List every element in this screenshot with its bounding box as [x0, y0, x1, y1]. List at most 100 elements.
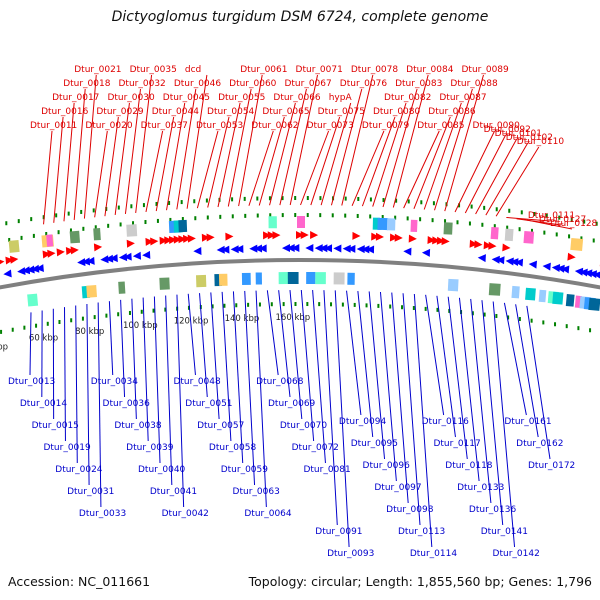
cog-category-box: [333, 272, 345, 285]
forward-label-leader: [63, 102, 75, 222]
reverse-gene-arrow: [3, 269, 12, 278]
reverse-gene-arrow: [477, 254, 486, 263]
tick-mark: [506, 225, 509, 230]
reverse-label-leader: [142, 297, 149, 442]
forward-gene-arrow: [65, 247, 75, 256]
forward-label-leader: [186, 74, 208, 209]
forward-gene-arrow: [488, 241, 497, 250]
reverse-gene-arrow: [193, 247, 202, 256]
reverse-gene-label: Dtur_0117: [433, 439, 480, 449]
forward-label-leader: [53, 116, 64, 223]
tick-mark: [545, 213, 548, 218]
cog-category-box: [347, 272, 355, 285]
cog-category-box: [118, 281, 126, 294]
reverse-label-leader: [470, 298, 492, 504]
tick-mark: [369, 197, 372, 202]
forward-gene-arrow: [178, 235, 187, 244]
tick-mark: [356, 213, 359, 218]
tick-mark: [206, 215, 209, 220]
tick-mark: [119, 222, 122, 227]
forward-label-leader: [73, 88, 86, 220]
tick-mark: [432, 201, 435, 206]
reverse-gene-label: Dtur_0072: [292, 443, 339, 453]
forward-gene-arrow: [70, 246, 79, 255]
forward-gene-label: Dtur_0092: [484, 125, 531, 135]
reverse-label-leader: [266, 290, 279, 376]
forward-label-leader: [423, 102, 462, 210]
reverse-gene-label: Dtur_0034: [91, 377, 139, 387]
reverse-gene-arrow: [505, 257, 514, 266]
page-title: Dictyoglomus turgidum DSM 6724, complete…: [111, 9, 489, 25]
tick-mark: [128, 310, 131, 315]
reverse-gene-label: Dtur_0070: [280, 421, 328, 431]
reverse-gene-label: Dtur_0091: [315, 527, 362, 537]
tick-mark: [448, 308, 451, 313]
reverse-gene-arrow: [249, 244, 258, 253]
tick-mark: [518, 227, 521, 232]
reverse-gene-arrow: [21, 266, 31, 275]
reverse-label-leader: [357, 290, 374, 438]
tick-mark: [211, 304, 214, 309]
reverse-gene-arrow: [561, 265, 570, 274]
forward-gene-arrow: [56, 248, 65, 257]
tick-mark: [205, 198, 208, 203]
cog-category-box: [86, 285, 98, 298]
tick-mark: [130, 204, 133, 209]
tick-mark: [117, 312, 120, 317]
reverse-gene-arrow: [230, 245, 239, 254]
tick-mark: [508, 208, 511, 213]
reverse-label-leader: [425, 294, 445, 416]
tick-mark: [152, 308, 155, 313]
cog-category-box: [255, 272, 262, 285]
forward-gene-label: Dtur_0089: [461, 65, 509, 75]
forward-gene-label: Dtur_0018: [63, 79, 111, 89]
cog-category-box: [552, 291, 564, 305]
reverse-gene-arrow: [286, 244, 295, 253]
forward-gene-arrow: [225, 232, 234, 241]
forward-gene-label: Dtur_0128: [550, 219, 598, 229]
reverse-gene-arrow: [281, 244, 291, 253]
tick-mark: [256, 213, 259, 218]
forward-label-leader: [227, 88, 252, 207]
tick-mark: [495, 313, 498, 318]
cog-category-box: [315, 272, 326, 285]
reverse-label-leader: [176, 294, 185, 508]
tick-mark: [140, 309, 143, 314]
scale-label: 80 kbp: [75, 327, 104, 337]
reverse-gene-arrow: [123, 252, 132, 261]
forward-label-leader: [124, 88, 142, 214]
tick-mark: [319, 213, 322, 218]
tick-mark: [223, 303, 226, 308]
tick-mark: [105, 313, 108, 318]
forward-gene-label: Dtur_0084: [406, 65, 454, 75]
tick-mark: [483, 312, 486, 317]
reverse-gene-label: Dtur_0118: [445, 461, 493, 471]
forward-label-leader: [475, 138, 518, 215]
reverse-gene-arrow: [584, 269, 593, 278]
reverse-gene-arrow: [104, 254, 114, 263]
forward-gene-label: Dtur_0101: [495, 129, 542, 139]
forward-label-leader: [444, 74, 484, 212]
forward-gene-arrow: [263, 231, 272, 240]
reverse-label-leader: [413, 293, 433, 548]
tick-mark: [23, 325, 26, 330]
reverse-label-leader: [278, 290, 291, 398]
reverse-gene-label: Dtur_0033: [79, 509, 126, 519]
tick-mark: [306, 213, 309, 218]
genome-summary: Topology: circular; Length: 1,855,560 bp…: [248, 574, 592, 589]
forward-gene-label: Dtur_0067: [284, 79, 331, 89]
reverse-gene-arrow: [319, 244, 328, 253]
forward-gene-label: Dtur_0083: [395, 79, 442, 89]
reverse-gene-label: Dtur_0068: [256, 377, 304, 387]
tick-mark: [558, 215, 561, 220]
forward-label-leader: [392, 74, 429, 208]
forward-label-leader: [485, 142, 529, 216]
forward-gene-label: Dtur_0090: [473, 121, 521, 131]
forward-gene-label: dcd: [185, 65, 201, 75]
reverse-gene-arrow: [324, 244, 333, 253]
reverse-label-leader: [312, 290, 326, 464]
reverse-gene-labels: Dtur_0013 Dtur_0014 Dtur_0015 Dtur_0019 Dtur…: [8, 289, 575, 559]
tick-mark: [142, 203, 145, 208]
reverse-gene-label: Dtur_0136: [469, 505, 517, 515]
cog-category-box: [511, 285, 520, 299]
